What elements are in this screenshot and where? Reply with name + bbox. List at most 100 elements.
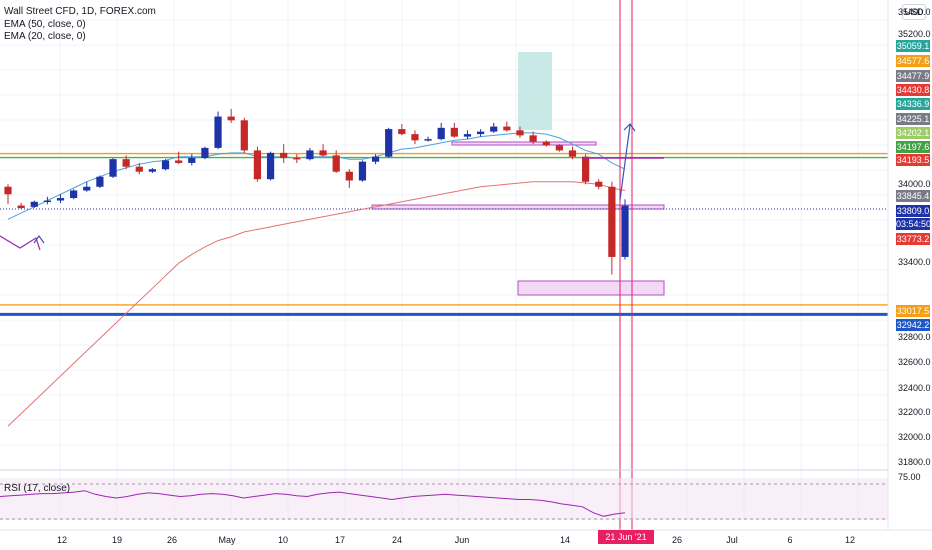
candle-body <box>240 120 248 151</box>
candle-body <box>70 190 78 199</box>
price-axis-label: 35400.0 <box>898 7 931 17</box>
candle-body <box>109 159 117 177</box>
price-tag: 34430.8 <box>896 84 930 96</box>
candle-body <box>595 181 603 187</box>
candle-body <box>201 147 209 158</box>
rsi-axis-label: 75.00 <box>898 472 921 482</box>
price-axis-label: 32400.0 <box>898 383 931 393</box>
price-axis-label: 31800.0 <box>898 457 931 467</box>
candle-body <box>358 161 367 181</box>
candle-body <box>161 160 170 170</box>
candle-body <box>542 141 550 146</box>
candle-body <box>332 155 340 172</box>
candle-body <box>293 157 301 160</box>
price-tag: 34202.1 <box>896 127 930 139</box>
candle-body <box>253 150 262 180</box>
time-axis-label: May <box>218 535 236 545</box>
pattern-line <box>0 235 41 251</box>
candle-body <box>345 171 353 181</box>
candle-body <box>175 160 183 163</box>
currency-badge[interactable]: USD <box>902 4 926 20</box>
rsi-band <box>0 478 888 520</box>
time-axis-label: 26 <box>671 535 683 545</box>
time-axis-label: Jun <box>454 535 470 545</box>
price-tag: 34193.5 <box>896 154 930 166</box>
candle-body <box>555 145 563 151</box>
support-zone <box>517 280 665 296</box>
price-tag: 35059.1 <box>896 40 930 52</box>
candle-body <box>516 130 524 136</box>
price-axis-label: 34000.0 <box>898 179 931 189</box>
candle-body <box>306 150 314 160</box>
ema20-label: EMA (20, close, 0) <box>4 31 86 42</box>
candle-body <box>424 139 432 141</box>
time-axis-label: 6 <box>787 535 793 545</box>
price-axis-label: 32800.0 <box>898 332 931 342</box>
candle-body <box>385 129 393 157</box>
price-tag: 34225.1 <box>896 113 930 125</box>
candle-body <box>621 205 629 257</box>
candle-body <box>17 205 25 209</box>
candle-body <box>450 127 458 137</box>
candle-body <box>503 126 511 131</box>
chart-legend: Wall Street CFD, 1D, FOREX.com EMA (50, … <box>4 6 156 44</box>
price-tag: 34336.9 <box>896 98 930 110</box>
pattern-arrow <box>33 234 45 244</box>
candle-body <box>96 176 104 187</box>
price-tag: 33773.2 <box>896 233 930 245</box>
price-tag: 34477.9 <box>896 70 930 82</box>
candle-body <box>582 156 590 182</box>
time-axis-label: 12 <box>56 535 68 545</box>
candle-body <box>437 127 445 140</box>
time-axis-label: 19 <box>111 535 123 545</box>
candle-body <box>227 116 235 121</box>
highlighted-date-tag: 21 Jun '21 <box>598 530 654 544</box>
projection-box <box>518 52 552 130</box>
price-tag: 32942.2 <box>896 319 930 331</box>
candle-body <box>122 159 130 167</box>
candle-body <box>135 166 143 172</box>
candle-body <box>608 186 616 257</box>
ema50-label: EMA (50, close, 0) <box>4 18 86 30</box>
candle-body <box>266 152 275 180</box>
rsi-label: RSI (17, close) <box>4 483 71 494</box>
price-tag: 33809.0 <box>896 205 930 217</box>
candle-body <box>411 134 419 141</box>
candle-body <box>319 150 327 156</box>
time-axis-label: 10 <box>277 535 289 545</box>
candle-body <box>280 152 288 158</box>
price-tag: 34197.6 <box>896 141 930 153</box>
time-axis-label: 26 <box>166 535 178 545</box>
price-axis-label: 32200.0 <box>898 407 931 417</box>
upper-zone <box>451 141 597 146</box>
candle-body <box>463 134 472 137</box>
candle-body <box>490 126 498 132</box>
arrow-head <box>623 123 636 132</box>
price-tag: 33845.4 <box>896 190 930 202</box>
time-axis-label: 24 <box>391 535 403 545</box>
candle-body <box>30 201 38 207</box>
candle-body <box>476 131 485 135</box>
candle-body <box>214 116 222 148</box>
ema50-line <box>7 181 626 427</box>
time-axis-label: 14 <box>559 535 571 545</box>
time-axis-label: 17 <box>334 535 346 545</box>
price-axis-label: 33400.0 <box>898 257 931 267</box>
candle-body <box>188 157 196 163</box>
price-tag: 33017.5 <box>896 305 930 317</box>
candle-body <box>398 129 406 135</box>
price-axis-label: 35200.0 <box>898 29 931 39</box>
time-axis-label: Jul <box>726 535 738 545</box>
candle-body <box>4 186 12 195</box>
candle-body <box>56 198 65 201</box>
candle-body <box>568 150 577 157</box>
candle-body <box>529 135 537 142</box>
price-axis-label: 32600.0 <box>898 357 931 367</box>
projection-arrow <box>619 124 631 201</box>
price-tag: 03:54:50 <box>896 218 932 230</box>
candle-body <box>148 169 157 172</box>
candle-body <box>43 200 51 203</box>
time-axis-label: 12 <box>844 535 856 545</box>
candle-body <box>371 156 380 162</box>
